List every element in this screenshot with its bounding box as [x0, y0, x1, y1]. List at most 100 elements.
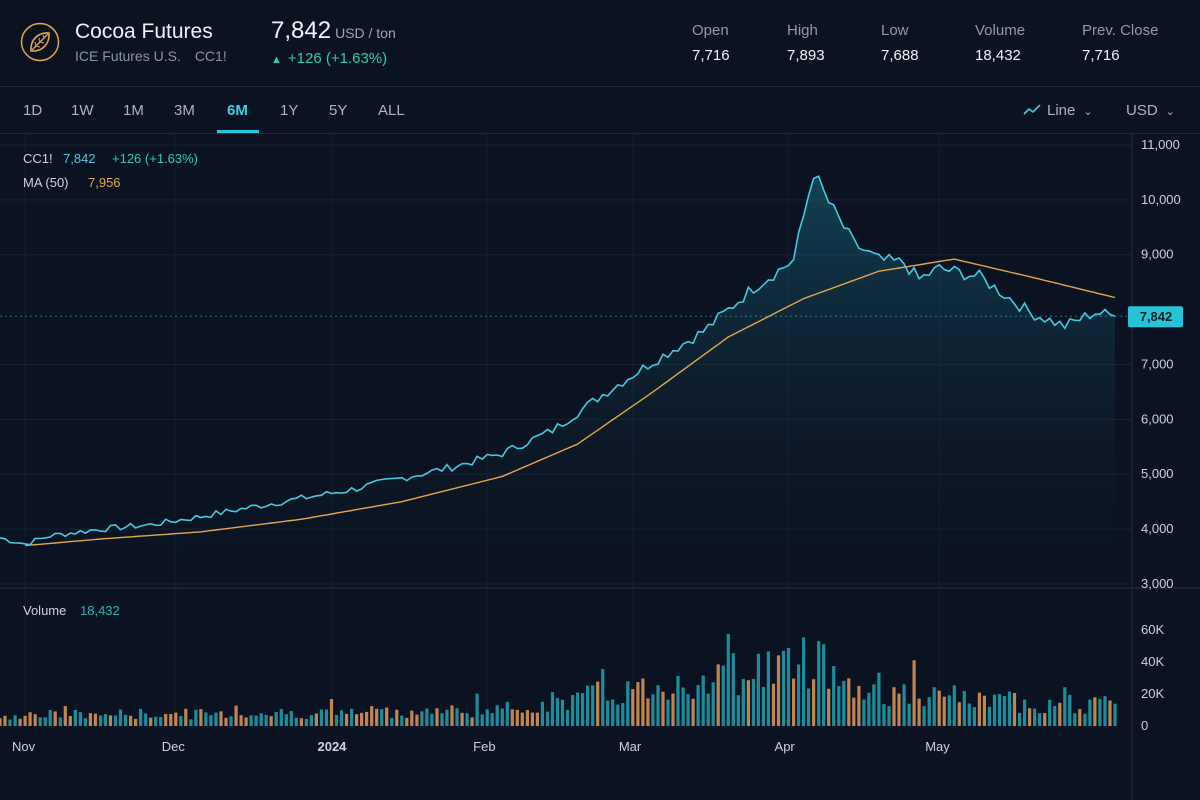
volume-bar — [897, 693, 901, 726]
currency-select[interactable]: USD ⌄ — [1126, 102, 1175, 119]
volume-bar — [244, 717, 248, 726]
volume-bar — [1002, 696, 1007, 726]
volume-bar — [922, 706, 926, 726]
stat-value: 7,688 — [881, 47, 919, 64]
volume-bar — [149, 717, 153, 726]
volume-bar — [571, 695, 575, 726]
volume-bar — [334, 715, 339, 726]
stat-low: Low 7,688 — [881, 22, 919, 64]
volume-bar — [380, 709, 384, 726]
volume-bar — [490, 713, 494, 726]
range-tab-1y[interactable]: 1Y — [280, 102, 299, 119]
volume-bar — [676, 675, 680, 726]
volume-label: Volume — [23, 603, 66, 618]
range-tab-3m[interactable]: 3M — [174, 102, 195, 119]
range-tab-5y[interactable]: 5Y — [329, 102, 348, 119]
volume-bar — [596, 681, 600, 726]
volume-bar — [274, 712, 278, 726]
chart-type-select[interactable]: Line ⌄ — [1023, 102, 1093, 119]
volume-bar — [13, 715, 17, 726]
volume-bar — [581, 693, 585, 726]
volume-bar — [636, 682, 640, 726]
volume-bar — [184, 708, 188, 726]
symbol-code: CC1! — [194, 48, 227, 64]
volume-bar — [711, 682, 715, 726]
price-tick-label: 9,000 — [1141, 247, 1174, 262]
volume-bar — [817, 641, 821, 726]
volume-bar — [917, 698, 921, 726]
volume-bar — [460, 712, 464, 726]
volume-bar — [375, 708, 379, 726]
volume-bar — [400, 715, 404, 726]
volume-bar — [124, 714, 128, 726]
volume-bar — [766, 651, 770, 726]
volume-bar — [525, 710, 529, 726]
volume-bar — [611, 699, 615, 726]
volume-bar — [842, 680, 846, 726]
exchange-name: ICE Futures U.S. — [75, 48, 181, 64]
volume-bar — [992, 694, 997, 726]
volume-bar — [591, 685, 595, 726]
volume-bar — [1043, 713, 1047, 726]
volume-bar — [837, 686, 841, 726]
volume-bar — [927, 697, 931, 726]
volume-bar — [264, 715, 268, 726]
volume-bar — [355, 714, 359, 726]
volume-bar — [751, 678, 755, 726]
volume-bar — [329, 699, 334, 726]
volume-tick-label: 20K — [1141, 686, 1164, 701]
volume-bar — [691, 698, 695, 726]
volume-bar — [33, 714, 37, 726]
stat-volume: Volume 18,432 — [975, 22, 1025, 64]
volume-bar — [540, 701, 544, 726]
stat-high: High 7,893 — [787, 22, 825, 64]
volume-bar — [932, 687, 936, 726]
volume-bar — [902, 684, 906, 726]
volume-bar — [942, 696, 946, 726]
volume-bar — [73, 710, 77, 726]
range-tab-6m[interactable]: 6M — [227, 102, 248, 119]
volume-bar — [982, 695, 986, 726]
volume-bar — [319, 709, 323, 726]
volume-bar — [234, 705, 238, 726]
volume-bar — [1088, 699, 1092, 726]
volume-bar — [1093, 697, 1097, 726]
price-tick-label: 6,000 — [1141, 411, 1174, 426]
volume-bar — [862, 699, 866, 726]
volume-bar — [1012, 693, 1017, 726]
volume-bar — [294, 717, 298, 726]
price-unit: USD / ton — [335, 25, 396, 41]
volume-bar — [249, 715, 253, 726]
range-tab-1m[interactable]: 1M — [123, 102, 144, 119]
volume-bar — [365, 711, 369, 726]
price-chart[interactable]: 7,842 3,000 4,000 5,000 6,000 7,000 9,000 10,0… — [0, 134, 1200, 800]
volume-bar — [952, 685, 956, 726]
stat-value: 18,432 — [975, 47, 1021, 64]
volume-bar — [515, 709, 519, 726]
volume-bar — [1068, 694, 1072, 726]
volume-bar — [134, 718, 138, 726]
range-tab-1d[interactable]: 1D — [23, 102, 43, 119]
range-tab-1w[interactable]: 1W — [71, 102, 94, 119]
volume-bar — [279, 709, 283, 726]
volume-bar — [857, 685, 861, 726]
volume-bar — [807, 688, 811, 726]
volume-bar — [229, 716, 233, 726]
volume-bar — [1108, 700, 1112, 726]
volume-bar — [877, 672, 881, 726]
volume-bar — [907, 703, 911, 726]
volume-bar — [289, 711, 293, 726]
volume-bar — [224, 717, 228, 726]
time-tick-label: Nov — [12, 739, 36, 754]
instrument-subtitle: ICE Futures U.S. CC1! — [75, 48, 227, 64]
volume-bar — [98, 715, 103, 726]
price-change: ▲ +126 (+1.63%) — [271, 50, 387, 67]
time-axis: Nov Dec 2024 Feb Mar Apr May — [12, 739, 950, 754]
range-tab-all[interactable]: ALL — [378, 102, 405, 119]
active-tab-indicator — [217, 130, 259, 133]
volume-bar — [631, 689, 635, 726]
volume-bar — [500, 708, 504, 726]
last-price-tag-text: 7,842 — [1140, 309, 1173, 324]
volume-bar — [360, 712, 364, 726]
volume-bar — [219, 711, 223, 726]
